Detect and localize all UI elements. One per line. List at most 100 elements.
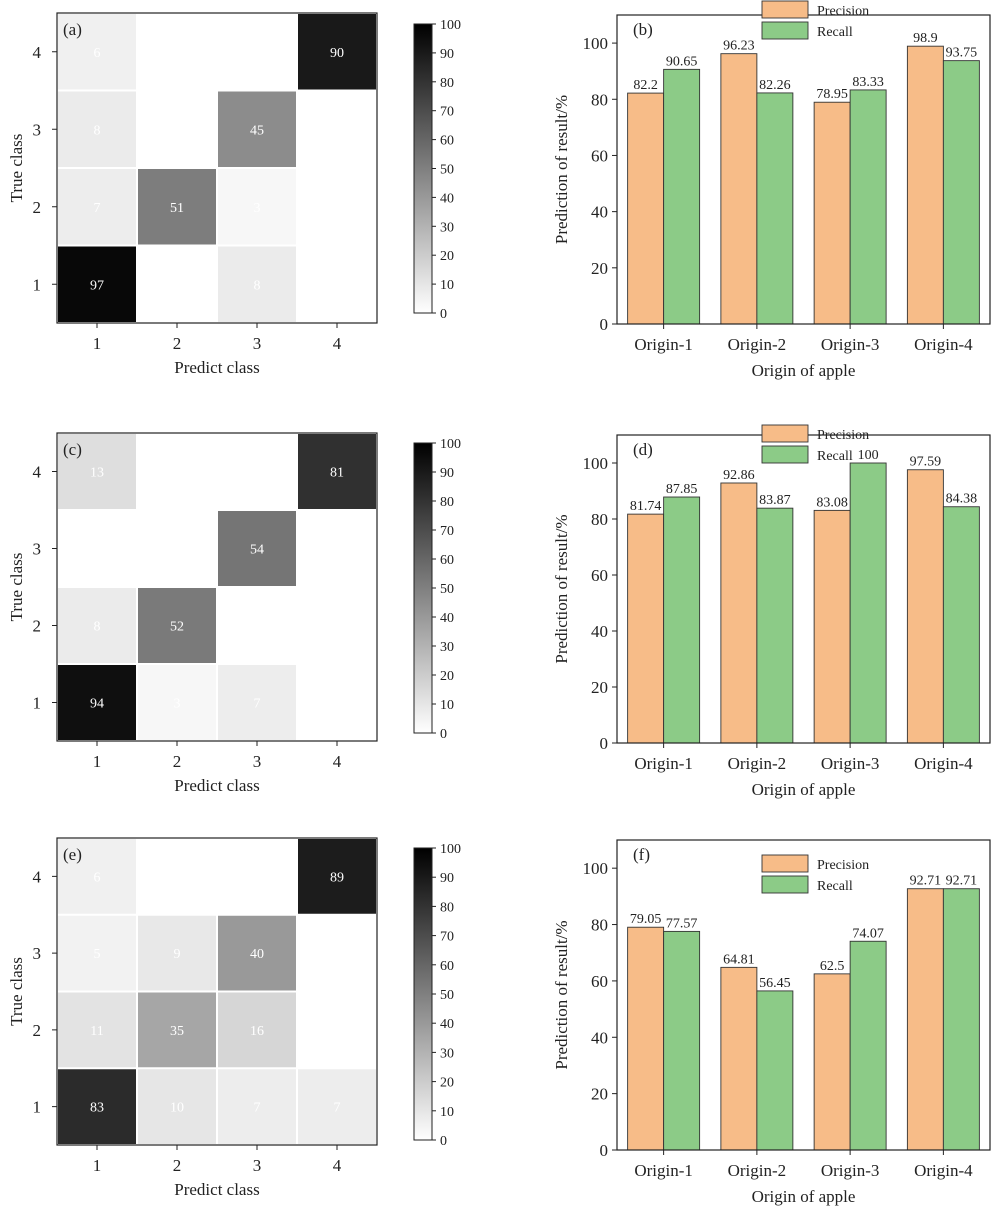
heatmap-cell	[218, 915, 296, 991]
y-tick-label: 4	[33, 867, 42, 886]
x-tick-label: 2	[173, 752, 182, 771]
bar-panel-5: 79.05 77.57 Origin-1 64.81 56.45 Origin-2 62.5…	[552, 839, 991, 1206]
bar-value-label: 83.08	[816, 495, 848, 510]
bar-recall	[849, 462, 887, 744]
heatmap-cell-label: 7	[254, 1101, 261, 1116]
y-tick-label: 3	[33, 944, 42, 963]
y-tick-label: 20	[591, 1085, 608, 1104]
y-tick-label: 1	[33, 275, 42, 294]
heatmap-cell	[298, 14, 376, 90]
legend-label: Precision	[817, 428, 869, 443]
y-tick-label: 100	[583, 454, 609, 473]
colorbar-tick-label: 20	[440, 1076, 454, 1091]
heatmap-cell-label: 7	[334, 1101, 341, 1116]
heatmap-frame	[56, 837, 378, 1146]
y-tick-label: 4	[33, 43, 42, 62]
bar-precision	[720, 966, 758, 1151]
bar-value-label: 92.86	[723, 468, 755, 483]
y-tick-label: 1	[33, 1098, 42, 1117]
x-tick-label: Origin-1	[634, 754, 693, 773]
y-axis-title: True class	[7, 134, 26, 203]
heatmap-cell-label: 97	[90, 278, 104, 293]
y-tick-label: 4	[33, 463, 42, 482]
heatmap-frame	[56, 12, 378, 324]
heatmap-cell	[218, 169, 296, 245]
y-axis-title: True class	[7, 957, 26, 1026]
bar-precision	[813, 973, 851, 1151]
heatmap-cell-label: 7	[94, 201, 101, 216]
colorbar-tick-label: 90	[440, 47, 454, 62]
colorbar-tick-label: 60	[440, 553, 454, 568]
x-axis-title: Origin of apple	[752, 780, 856, 799]
x-tick-label: Origin-3	[821, 335, 880, 354]
colorbar-tick-label: 10	[440, 1105, 454, 1120]
colorbar-tick-label: 40	[440, 191, 454, 206]
x-tick-label: Origin-2	[728, 754, 787, 773]
bar-precision	[627, 926, 665, 1151]
legend-label: Precision	[817, 4, 869, 19]
colorbar-tick-label: 80	[440, 495, 454, 510]
colorbar-tick-label: 70	[440, 524, 454, 539]
bar-value-label: 97.59	[910, 455, 942, 470]
x-tick-label: Origin-4	[914, 1161, 973, 1180]
bar-recall	[756, 990, 794, 1151]
heatmap-cell	[298, 839, 376, 914]
colorbar	[413, 847, 433, 1141]
y-axis-title: Prediction of result/%	[552, 95, 571, 244]
heatmap-cell	[58, 434, 136, 509]
colorbar-tick-label: 40	[440, 611, 454, 626]
colorbar-tick-label: 80	[440, 76, 454, 91]
y-tick-label: 60	[591, 972, 608, 991]
legend-swatch	[761, 21, 809, 40]
bar-recall	[942, 60, 980, 325]
colorbar-tick-label: 100	[440, 842, 461, 857]
colorbar-tick-label: 30	[440, 220, 454, 235]
y-tick-label: 20	[591, 259, 608, 278]
colorbar-tick-label: 20	[440, 249, 454, 264]
heatmap-cell-label: 89	[330, 870, 344, 885]
bar-recall	[756, 507, 794, 744]
legend-label: Precision	[817, 858, 869, 873]
panel-label: (f)	[633, 845, 650, 864]
heatmap-cell	[58, 14, 136, 90]
heatmap-cell	[138, 915, 216, 991]
x-tick-label: 3	[253, 752, 262, 771]
heatmap-cell-label: 11	[90, 1024, 103, 1039]
heatmap-cell	[298, 434, 376, 509]
x-tick-label: 3	[253, 334, 262, 353]
legend-swatch	[761, 875, 809, 894]
heatmap-panel-4: 6 89 5 9 40 11 35 16 83 10 7 7 1 2 3 4 1 2 3 4 Predict class…	[7, 837, 461, 1199]
y-tick-label: 3	[33, 120, 42, 139]
heatmap-cell	[58, 588, 136, 663]
heatmap-cell	[58, 1069, 136, 1144]
colorbar-tick-label: 100	[440, 18, 461, 33]
bar-precision	[627, 513, 665, 744]
y-tick-label: 0	[600, 1141, 609, 1160]
y-tick-label: 1	[33, 694, 42, 713]
legend-swatch	[761, 445, 809, 464]
heatmap-cell	[58, 992, 136, 1068]
colorbar-tick-label: 30	[440, 640, 454, 655]
bar-value-label: 81.74	[630, 499, 662, 514]
heatmap-cell-label: 35	[170, 1024, 184, 1039]
x-tick-label: 1	[93, 1156, 102, 1175]
bar-value-label: 92.71	[946, 874, 978, 889]
bar-value-label: 87.85	[666, 482, 698, 497]
bar-value-label: 79.05	[630, 912, 662, 927]
colorbar-tick-label: 60	[440, 134, 454, 149]
x-tick-label: Origin-3	[821, 754, 880, 773]
x-tick-label: 4	[333, 752, 342, 771]
heatmap-cell-label: 6	[94, 46, 101, 61]
panel-label: (e)	[63, 845, 82, 864]
x-tick-label: Origin-4	[914, 754, 973, 773]
bar-value-label: 83.33	[852, 75, 884, 90]
colorbar-tick-label: 10	[440, 278, 454, 293]
y-tick-label: 40	[591, 622, 608, 641]
y-tick-label: 2	[33, 198, 42, 217]
x-tick-label: 4	[333, 334, 342, 353]
colorbar-tick-label: 0	[440, 307, 447, 322]
heatmap-cell-label: 7	[254, 697, 261, 712]
x-tick-label: 1	[93, 334, 102, 353]
y-tick-label: 3	[33, 540, 42, 559]
heatmap-cell-label: 16	[250, 1024, 264, 1039]
